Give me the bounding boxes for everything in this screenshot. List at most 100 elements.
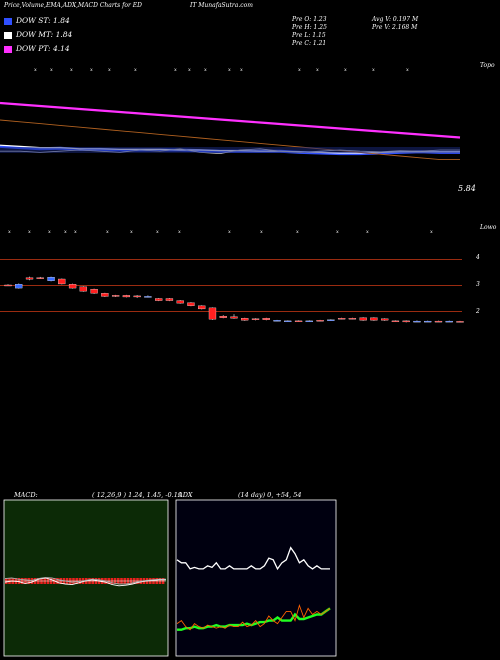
candle-body [187, 302, 195, 306]
candle-body [122, 295, 131, 298]
candle-body [58, 278, 66, 285]
minus-di-line [176, 603, 331, 631]
price-tick-mark: x [406, 67, 409, 73]
candle-body [284, 320, 292, 323]
candle-body [230, 316, 238, 319]
price-tick-mark: x [228, 67, 231, 73]
candle-body [445, 320, 453, 323]
adx-line [176, 546, 330, 571]
legend-item-pt: DOW PT: 4.14 [4, 44, 72, 54]
candle-body [219, 316, 227, 318]
candle-tick-mark: x [296, 229, 299, 235]
candle-body [359, 317, 367, 321]
price-tick-mark: x [316, 67, 319, 73]
site-name: IT MunafaSutra.com [190, 2, 253, 9]
macd-params: ( 12,26,9 ) 1.24, 1.45, -0.19 [92, 491, 182, 499]
candle-body [144, 296, 152, 298]
candle-axis-label-4: 4 [476, 254, 480, 261]
price-tick-mark: x [34, 67, 37, 73]
candle-body [25, 277, 34, 280]
candle-body [327, 319, 335, 321]
macd-title: MACD: [14, 491, 38, 499]
price-tick-mark: x [240, 67, 243, 73]
candle-tick-mark: x [430, 229, 433, 235]
legend-item-st: DOW ST: 1.84 [4, 16, 72, 26]
candle-body [262, 318, 270, 320]
candle-body [381, 318, 389, 321]
price-tick-mark: x [344, 67, 347, 73]
candle-tick-mark: x [106, 229, 109, 235]
candle-axis-label-2: 2 [476, 308, 480, 315]
candle-tick-mark: x [28, 229, 31, 235]
candle-body [424, 320, 432, 323]
candle-body [273, 320, 281, 322]
adx-params: (14 day) 0, +54, 54 [238, 491, 302, 499]
long-ema-line [0, 119, 460, 161]
candle-body [90, 288, 98, 294]
prev-open: Pre O: 1.23 [292, 16, 327, 23]
legend-swatch-pt [4, 45, 12, 53]
candle-tick-mark: x [74, 229, 77, 235]
macd-line [4, 577, 166, 587]
candle-body [79, 286, 87, 292]
candle-body [208, 307, 217, 320]
candle-body [294, 320, 303, 323]
price-tick-mark: x [188, 67, 191, 73]
candle-tick-mark: x [156, 229, 159, 235]
candle-body [391, 320, 400, 323]
prev-ohlc: Pre O: 1.23 Pre H: 1.25 Pre L: 1.15 Pre … [292, 16, 327, 48]
volume-stats: Avg V: 0.197 M Pre V: 2.168 M [372, 16, 418, 32]
price-top-label: Topo [480, 62, 495, 69]
price-tick-mark: x [174, 67, 177, 73]
candle-tick-mark: x [228, 229, 231, 235]
candle-body [348, 318, 357, 320]
candle-tick-mark: x [366, 229, 369, 235]
candle-body [111, 295, 120, 297]
price-tick-mark: x [90, 67, 93, 73]
candle-body [47, 277, 55, 281]
legend: DOW ST: 1.84 DOW MT: 1.84 DOW PT: 4.14 [4, 16, 72, 54]
candle-body [434, 320, 443, 323]
legend-label-pt: DOW PT: 4.14 [16, 44, 70, 53]
price-tick-mark: x [204, 67, 207, 73]
candle-body [68, 284, 77, 289]
candle-tick-mark: x [64, 229, 67, 235]
legend-item-mt: DOW MT: 1.84 [4, 30, 72, 40]
candle-body [370, 317, 378, 321]
candle-body [4, 284, 12, 287]
price-last-value: 5.84 [458, 184, 476, 193]
avg-volume: Avg V: 0.197 M [372, 16, 419, 23]
candle-body [456, 321, 464, 323]
adx-title: ADX [178, 491, 193, 499]
price-tick-mark: x [134, 67, 137, 73]
candle-body [176, 300, 184, 304]
chart-title: Price,Volume,EMA,ADX,MACD Charts for ED [4, 2, 142, 9]
adx-panel-frame [175, 499, 337, 657]
candle-body [305, 320, 313, 323]
pt-ema-line [0, 101, 461, 139]
prev-low: Pre L: 1.15 [292, 32, 326, 39]
candle-body [165, 298, 174, 301]
price-tick-mark: x [108, 67, 111, 73]
price-tick-mark: x [372, 67, 375, 73]
price-tick-mark: x [70, 67, 73, 73]
candle-body [241, 318, 249, 321]
candle-body [36, 277, 44, 279]
candle-body [337, 318, 346, 320]
candle-body [155, 298, 163, 301]
candle-body [133, 295, 141, 298]
candle-axis-label-3: 3 [476, 281, 480, 288]
candle-body [198, 305, 206, 310]
legend-label-st: DOW ST: 1.84 [16, 16, 70, 25]
prev-high: Pre H: 1.25 [292, 24, 327, 31]
prev-close: Pre C: 1.21 [292, 40, 327, 47]
candle-top-label: Lowo [480, 224, 497, 231]
legend-label-mt: DOW MT: 1.84 [16, 30, 73, 39]
legend-swatch-st [4, 17, 12, 25]
macd-signal-line [4, 576, 166, 585]
price-tick-mark: x [50, 67, 53, 73]
